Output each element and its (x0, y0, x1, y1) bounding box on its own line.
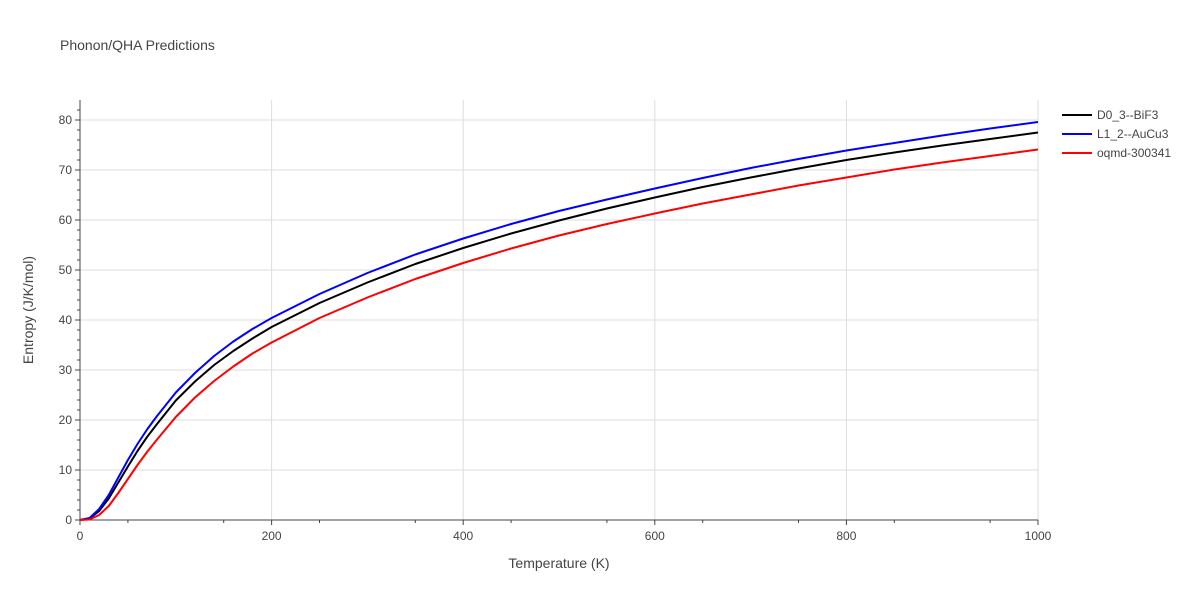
y-tick-label: 40 (59, 313, 73, 327)
series-lines (79, 121, 1039, 521)
ticks: 0 200 400 600 800 1000 0 10 20 30 40 50 60 70 80 (59, 109, 1052, 543)
chart-title: Phonon/QHA Predictions (60, 37, 215, 53)
legend-label: oqmd-300341 (1097, 146, 1171, 160)
y-tick-label: 0 (65, 513, 72, 527)
x-tick-label: 400 (453, 529, 473, 543)
series-line-1 (79, 131, 1039, 521)
x-axis-label: Temperature (K) (508, 555, 609, 571)
series-line-3 (79, 148, 1039, 521)
legend-item-3[interactable]: oqmd-300341 (1062, 146, 1171, 160)
y-tick-label: 30 (59, 363, 73, 377)
legend[interactable]: D0_3--BiF3 L1_2--AuCu3 oqmd-300341 (1062, 108, 1171, 160)
y-tick-label: 50 (59, 263, 73, 277)
x-tick-label: 0 (77, 529, 84, 543)
y-tick-label: 70 (59, 163, 73, 177)
legend-label: L1_2--AuCu3 (1097, 127, 1169, 141)
x-tick-label: 800 (836, 529, 856, 543)
legend-label: D0_3--BiF3 (1097, 108, 1159, 122)
x-tick-label: 1000 (1025, 529, 1052, 543)
series-line-2 (79, 121, 1039, 521)
legend-item-1[interactable]: D0_3--BiF3 (1062, 108, 1159, 122)
legend-item-2[interactable]: L1_2--AuCu3 (1062, 127, 1169, 141)
y-tick-label: 20 (59, 413, 73, 427)
axes (79, 100, 1038, 521)
y-tick-label: 60 (59, 213, 73, 227)
y-axis-label: Entropy (J/K/mol) (20, 256, 36, 364)
y-tick-label: 80 (59, 113, 73, 127)
x-tick-label: 600 (645, 529, 665, 543)
grid (80, 100, 1039, 520)
x-tick-label: 200 (262, 529, 282, 543)
y-tick-label: 10 (59, 463, 73, 477)
